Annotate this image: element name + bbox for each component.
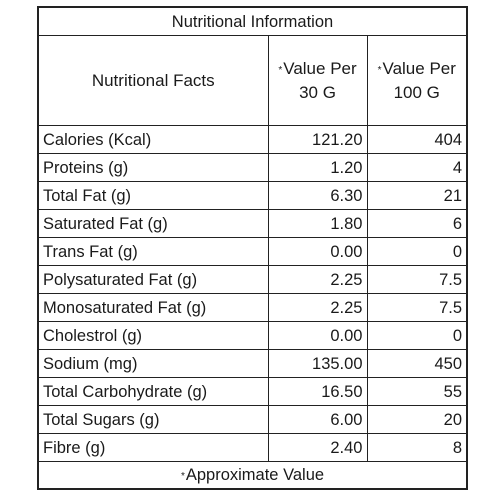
- value-per-100g: 404: [366, 125, 468, 154]
- value-per-30g: 6.30: [267, 181, 368, 210]
- value-per-30g: 135.00: [267, 349, 368, 378]
- header-value-100g-label: Value Per 100 G: [382, 58, 456, 102]
- table-row: Fibre (g) 2.40 8: [37, 433, 468, 462]
- value-per-30g: 2.40: [267, 433, 368, 462]
- table-row: Saturated Fat (g) 1.80 6: [37, 209, 468, 238]
- value-per-100g: 6: [366, 209, 468, 238]
- value-per-100g: 21: [366, 181, 468, 210]
- nutrient-name: Saturated Fat (g): [37, 209, 269, 238]
- table-row: Sodium (mg) 135.00 450: [37, 349, 468, 378]
- value-per-100g: 20: [366, 405, 468, 434]
- footer-note: Approximate Value: [185, 466, 325, 484]
- footer-row: *Approximate Value: [37, 461, 468, 490]
- table-row: Polysaturated Fat (g) 2.25 7.5: [37, 265, 468, 294]
- value-per-100g: 55: [366, 377, 468, 406]
- value-per-100g: 0: [366, 237, 468, 266]
- nutrient-name: Total Carbohydrate (g): [37, 377, 269, 406]
- value-per-30g: 6.00: [267, 405, 368, 434]
- nutrient-name: Fibre (g): [37, 433, 269, 462]
- table-row: Trans Fat (g) 0.00 0: [37, 237, 468, 266]
- value-per-100g: 8: [366, 433, 468, 462]
- header-value-30g-label: Value Per 30 G: [283, 58, 357, 102]
- table-title: Nutritional Information: [37, 6, 468, 36]
- header-value-30g: *Value Per 30 G: [267, 35, 368, 126]
- table-footer: *Approximate Value: [37, 461, 468, 490]
- value-per-100g: 4: [366, 153, 468, 182]
- table-row: Total Carbohydrate (g) 16.50 55: [37, 377, 468, 406]
- header-value-100g: *Value Per 100 G: [366, 35, 468, 126]
- nutrition-table: Nutritional Information Nutritional Fact…: [37, 6, 468, 490]
- value-per-30g: 1.80: [267, 209, 368, 238]
- value-per-30g: 121.20: [267, 125, 368, 154]
- nutrient-name: Monosaturated Fat (g): [37, 293, 269, 322]
- value-per-30g: 2.25: [267, 293, 368, 322]
- table-row: Cholestrol (g) 0.00 0: [37, 321, 468, 350]
- table-row: Total Fat (g) 6.30 21: [37, 181, 468, 210]
- value-per-100g: 7.5: [366, 265, 468, 294]
- nutrient-name: Trans Fat (g): [37, 237, 269, 266]
- value-per-100g: 7.5: [366, 293, 468, 322]
- value-per-100g: 450: [366, 349, 468, 378]
- nutrient-name: Total Fat (g): [37, 181, 269, 210]
- table-row: Monosaturated Fat (g) 2.25 7.5: [37, 293, 468, 322]
- nutrient-name: Polysaturated Fat (g): [37, 265, 269, 294]
- value-per-30g: 0.00: [267, 321, 368, 350]
- table-row: Calories (Kcal) 121.20 404: [37, 125, 468, 154]
- value-per-30g: 0.00: [267, 237, 368, 266]
- asterisk-marker: *: [377, 64, 382, 76]
- header-nutritional-facts: Nutritional Facts: [37, 35, 269, 126]
- title-row: Nutritional Information: [37, 6, 468, 36]
- nutrient-name: Proteins (g): [37, 153, 269, 182]
- nutrient-name: Total Sugars (g): [37, 405, 269, 434]
- value-per-30g: 16.50: [267, 377, 368, 406]
- table-row: Proteins (g) 1.20 4: [37, 153, 468, 182]
- value-per-30g: 2.25: [267, 265, 368, 294]
- value-per-100g: 0: [366, 321, 468, 350]
- value-per-30g: 1.20: [267, 153, 368, 182]
- nutrient-name: Cholestrol (g): [37, 321, 269, 350]
- asterisk-marker: *: [180, 471, 185, 482]
- table-row: Total Sugars (g) 6.00 20: [37, 405, 468, 434]
- nutrient-name: Calories (Kcal): [37, 125, 269, 154]
- header-row: Nutritional Facts *Value Per 30 G *Value…: [37, 35, 468, 126]
- nutrient-name: Sodium (mg): [37, 349, 269, 378]
- asterisk-marker: *: [278, 64, 283, 76]
